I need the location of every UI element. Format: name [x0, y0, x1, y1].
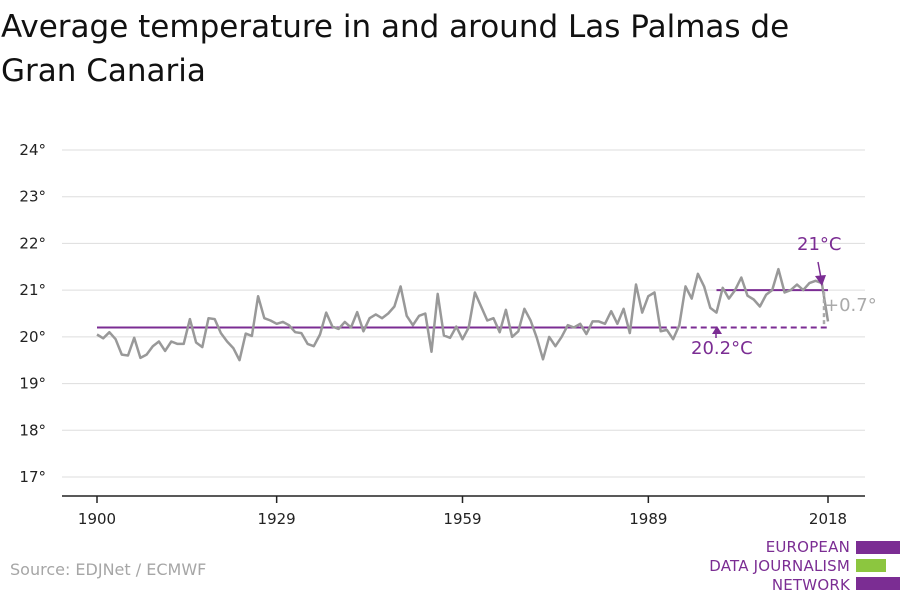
temperature-series-line [96, 267, 830, 362]
source-note: Source: EDJNet / ECMWF [10, 560, 207, 579]
logo-bar-1 [856, 541, 900, 554]
y-tick-label: 17° [19, 468, 46, 486]
edjnet-logo: EUROPEAN DATA JOURNALISM NETWORK [700, 538, 900, 600]
y-tick-label: 18° [19, 421, 46, 439]
y-tick-label: 23° [19, 188, 46, 206]
chart-title: Average temperature in and around Las Pa… [1, 5, 891, 93]
y-tick-label: 22° [19, 234, 46, 252]
x-tick-label: 1929 [258, 510, 296, 528]
logo-line-3: NETWORK [771, 576, 850, 594]
x-tick-label: 1900 [78, 510, 116, 528]
logo-line-2: DATA JOURNALISM [709, 557, 850, 575]
y-tick-label: 24° [19, 141, 46, 159]
recent-arrow-line [817, 261, 822, 279]
logo-bar-2 [856, 559, 886, 572]
change-label: +0.7° [824, 295, 877, 316]
recent-arrow-head [815, 275, 826, 286]
title-line-1: Average temperature in and around Las Pa… [1, 9, 790, 45]
x-tick-label: 1989 [629, 510, 667, 528]
logo-line-1: EUROPEAN [765, 538, 850, 556]
x-tick-label: 1959 [443, 510, 481, 528]
recent-average-label: 21°C [797, 234, 841, 255]
title-line-2: Gran Canaria [1, 53, 206, 89]
y-tick-label: 20° [19, 328, 46, 346]
y-tick-label: 21° [19, 281, 46, 299]
logo-bar-3 [856, 577, 900, 590]
baseline-arrow-head [712, 326, 722, 334]
x-tick-label: 2018 [809, 510, 847, 528]
y-tick-label: 19° [19, 375, 46, 393]
baseline-average-label: 20.2°C [691, 338, 753, 359]
